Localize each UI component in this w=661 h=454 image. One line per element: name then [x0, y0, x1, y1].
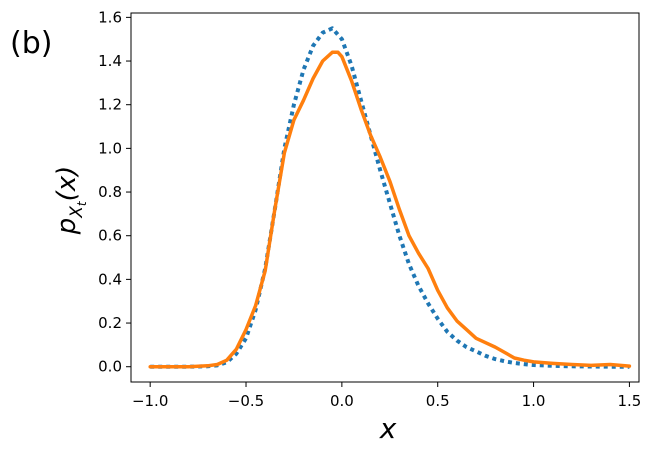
y-tick-label: 1.4 [98, 52, 122, 70]
series-line-solid [148, 50, 632, 369]
x-axis-ticks: −1.0 −0.5 0.0 0.5 1.0 1.5 [132, 382, 641, 410]
series-layer [148, 26, 632, 369]
svg-text:pXt(x): pXt(x) [52, 166, 89, 236]
y-tick-label: 0.4 [98, 270, 122, 288]
x-tick-label: 1.5 [617, 392, 641, 410]
x-tick-label: 0.5 [426, 392, 450, 410]
y-tick-label: 0.6 [98, 227, 122, 245]
y-axis-label: pXt(x) [52, 166, 89, 236]
series-line-dotted [150, 26, 630, 369]
y-tick-label: 1.6 [98, 8, 122, 26]
x-tick-label: −1.0 [132, 392, 168, 410]
y-tick-label: 0.8 [98, 183, 122, 201]
y-tick-label: 0.2 [98, 314, 122, 332]
y-axis-ticks: 0.0 0.2 0.4 0.6 0.8 1.0 1.2 1.4 1.6 [98, 8, 131, 376]
y-tick-label: 0.0 [98, 358, 122, 376]
x-tick-label: 1.0 [522, 392, 546, 410]
panel-label: (b) [10, 26, 52, 61]
x-tick-label: −0.5 [228, 392, 264, 410]
x-axis-label: x [379, 412, 397, 445]
x-tick-label: 0.0 [330, 392, 354, 410]
plot-frame [130, 12, 640, 383]
y-tick-label: 1.0 [98, 139, 122, 157]
y-tick-label: 1.2 [98, 96, 122, 114]
